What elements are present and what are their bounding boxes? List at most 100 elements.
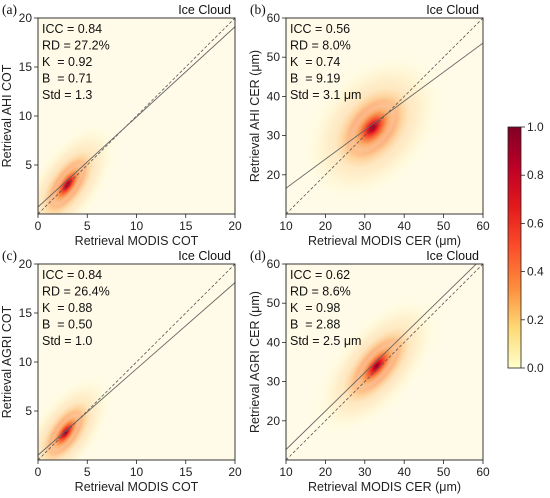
y-tick-label: 15 <box>19 60 33 74</box>
panel-label: (c) <box>2 248 17 263</box>
fit-line <box>286 42 483 189</box>
scatter-panel-4: 10 20 30 40 50 60 20 30 40 50 60 Retrieval MODIS CE… <box>248 248 490 494</box>
y-tick-label: 20 <box>267 414 281 428</box>
y-tick-label: 10 <box>19 109 33 123</box>
x-tick-label: 5 <box>84 465 91 479</box>
stat-text: Std = 2.5 μm <box>290 334 361 348</box>
panels: 0 5 10 15 20 5 10 15 20 Retrieval MODIS COT Retrie… <box>0 2 490 494</box>
x-tick-label: 40 <box>398 219 412 233</box>
chart-title: Ice Cloud <box>426 3 479 17</box>
y-tick-label: 5 <box>25 404 32 418</box>
stat-text: ICC = 0.56 <box>290 22 350 36</box>
y-axis-label: Retrieval AHI COT <box>0 64 14 167</box>
y-tick-label: 50 <box>267 50 281 64</box>
y-axis-label: Retrieval AGRI COT <box>0 305 14 418</box>
stat-text: K = 0.92 <box>42 55 92 69</box>
stat-text: Std = 3.1 μm <box>290 88 361 102</box>
y-tick-label: 50 <box>267 296 281 310</box>
y-tick-label: 60 <box>267 11 281 25</box>
x-tick-label: 0 <box>35 219 42 233</box>
x-tick-label: 20 <box>319 219 333 233</box>
chart-title: Ice Cloud <box>178 249 231 263</box>
x-tick-label: 40 <box>398 465 412 479</box>
chart-title: Ice Cloud <box>426 249 479 263</box>
stat-text: K = 0.98 <box>290 301 340 315</box>
colorbar: 0.0 0.2 0.4 0.6 0.8 1.0 <box>507 120 544 375</box>
y-tick-label: 60 <box>267 257 281 271</box>
x-tick-label: 15 <box>179 465 193 479</box>
y-axis-label: Retrieval AGRI CER (μm) <box>248 291 262 433</box>
stat-text: K = 0.88 <box>42 301 92 315</box>
y-tick-label: 10 <box>19 355 33 369</box>
y-tick-label: 15 <box>19 306 33 320</box>
colorbar-tick-label: 0.2 <box>527 313 544 327</box>
y-tick-label: 5 <box>25 158 32 172</box>
scatter-panel-3: 0 5 10 15 20 5 10 15 20 Retrieval MODIS COT Retrie… <box>0 248 242 494</box>
panel-label: (b) <box>250 2 266 17</box>
y-tick-label: 30 <box>267 129 281 143</box>
stat-text: RD = 27.2% <box>42 39 110 53</box>
axes-frame <box>285 263 484 461</box>
fit-line <box>286 264 477 450</box>
x-tick-label: 20 <box>228 465 242 479</box>
y-tick-label: 40 <box>267 89 281 103</box>
density-core <box>353 339 400 392</box>
y-tick-label: 30 <box>267 375 281 389</box>
stat-text: K = 0.74 <box>290 55 340 69</box>
stat-text: RD = 8.0% <box>290 39 351 53</box>
stat-text: RD = 26.4% <box>42 285 110 299</box>
colorbar-tick-label: 0.6 <box>527 216 544 230</box>
fit-line <box>38 282 235 456</box>
y-tick-label: 20 <box>19 257 33 271</box>
density-core <box>48 411 83 454</box>
x-axis-label: Retrieval MODIS COT <box>75 234 199 248</box>
stat-text: RD = 8.6% <box>290 285 351 299</box>
panel-label: (d) <box>250 248 266 263</box>
x-tick-label: 60 <box>476 219 490 233</box>
scatter-panel-1: 0 5 10 15 20 5 10 15 20 Retrieval MODIS COT Retrie… <box>0 2 242 248</box>
stat-text: Std = 1.3 <box>42 88 92 102</box>
x-tick-label: 10 <box>279 219 293 233</box>
x-tick-label: 50 <box>437 465 451 479</box>
x-tick-label: 30 <box>358 465 372 479</box>
x-tick-label: 10 <box>279 465 293 479</box>
x-tick-label: 20 <box>319 465 333 479</box>
colorbar-tick-label: 1.0 <box>527 120 544 134</box>
x-tick-label: 15 <box>179 219 193 233</box>
y-tick-label: 20 <box>19 11 33 25</box>
stat-text: B = 2.88 <box>290 318 340 332</box>
colorbar-tick-label: 0.8 <box>527 168 544 182</box>
one-to-one-line <box>38 18 235 214</box>
stat-text: ICC = 0.84 <box>42 22 102 36</box>
stat-text: B = 0.50 <box>42 318 92 332</box>
x-tick-label: 50 <box>437 219 451 233</box>
one-to-one-line <box>286 264 483 460</box>
x-axis-label: Retrieval MODIS CER (μm) <box>308 234 461 248</box>
chart-title: Ice Cloud <box>178 3 231 17</box>
x-tick-label: 60 <box>476 465 490 479</box>
x-tick-label: 10 <box>130 465 144 479</box>
stat-text: Std = 1.0 <box>42 334 92 348</box>
y-tick-label: 40 <box>267 335 281 349</box>
x-axis-label: Retrieval MODIS COT <box>75 480 199 494</box>
x-tick-label: 0 <box>35 465 42 479</box>
stat-text: B = 0.71 <box>42 72 92 86</box>
x-tick-label: 20 <box>228 219 242 233</box>
stat-text: ICC = 0.84 <box>42 268 102 282</box>
x-axis-label: Retrieval MODIS CER (μm) <box>308 480 461 494</box>
x-tick-label: 10 <box>130 219 144 233</box>
stat-text: ICC = 0.62 <box>290 268 350 282</box>
axes-frame <box>285 17 484 215</box>
y-tick-label: 20 <box>267 168 281 182</box>
colorbar-scale <box>507 126 522 369</box>
y-axis-label: Retrieval AHI CER (μm) <box>248 50 262 182</box>
panel-label: (a) <box>2 2 17 17</box>
one-to-one-line <box>286 18 483 214</box>
colorbar-tick-label: 0.0 <box>527 361 544 375</box>
fit-line <box>38 26 235 208</box>
x-tick-label: 5 <box>84 219 91 233</box>
one-to-one-line <box>38 264 235 460</box>
stat-text: B = 9.19 <box>290 72 340 86</box>
scatter-panel-2: 10 20 30 40 50 60 20 30 40 50 60 Retrieval MODIS CE… <box>248 2 490 248</box>
